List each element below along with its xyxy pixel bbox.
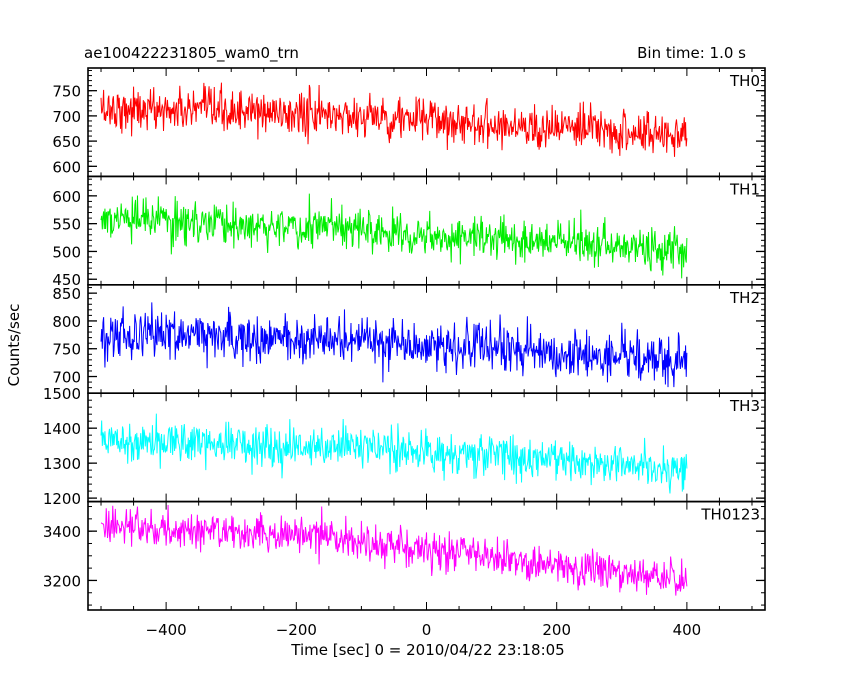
- series-line-th0: [100, 82, 688, 157]
- y-tick-label: 600: [52, 158, 81, 176]
- y-tick-label: 1200: [43, 490, 81, 508]
- bin-time-label: Bin time: 1.0 s: [637, 44, 746, 62]
- y-tick-label: 600: [52, 188, 81, 206]
- panel-label: TH0: [729, 72, 760, 90]
- y-tick-label: 1500: [43, 385, 81, 403]
- series-line-th2: [100, 302, 688, 388]
- y-tick-label: 800: [52, 313, 81, 331]
- y-tick-label: 550: [52, 216, 81, 234]
- panel-label: TH1: [729, 180, 760, 198]
- x-axis-label: Time [sec] 0 = 2010/04/22 23:18:05: [290, 641, 564, 659]
- y-tick-label: 3400: [43, 523, 81, 541]
- series-line-th1: [100, 193, 688, 279]
- y-tick-label: 500: [52, 243, 81, 261]
- panel-frame: [87, 500, 766, 611]
- y-axis-label: Counts/sec: [5, 304, 23, 387]
- x-tick-label: 200: [542, 621, 571, 639]
- series-line-th0123: [100, 504, 688, 596]
- panel-label: TH2: [729, 289, 760, 307]
- y-tick-label: 750: [52, 341, 81, 359]
- y-tick-label: 3200: [43, 572, 81, 590]
- y-tick-label: 450: [52, 271, 81, 289]
- panel-th0: 600 650 700 750 TH0: [52, 67, 766, 178]
- panel-th3: 1200 1300 1400 1500 TH3: [43, 385, 766, 508]
- x-tick-label: −200: [276, 621, 317, 639]
- y-tick-label: 750: [52, 83, 81, 101]
- panel-th1: 450 500 550 600 TH1: [52, 175, 766, 289]
- y-tick-label: 1400: [43, 420, 81, 438]
- x-tick-label: −400: [146, 621, 187, 639]
- panel-label: TH3: [729, 397, 760, 415]
- series-line-th3: [100, 413, 688, 494]
- panel-th0123: 3200 3400 TH0123: [43, 500, 766, 611]
- x-tick-label: 400: [673, 621, 702, 639]
- panel-th2: 700 750 800 850 TH2: [52, 283, 766, 394]
- y-tick-label: 850: [52, 285, 81, 303]
- y-tick-label: 700: [52, 108, 81, 126]
- panel-label: TH0123: [700, 506, 760, 524]
- chart-title: ae100422231805_wam0_trn: [84, 44, 299, 62]
- panels-layer: 600 650 700 750 TH0 450 500 550 600 TH1 700 750 800 8…: [43, 67, 766, 611]
- y-tick-label: 650: [52, 133, 81, 151]
- y-tick-label: 1300: [43, 455, 81, 473]
- y-tick-label: 700: [52, 369, 81, 387]
- x-tick-label: 0: [422, 621, 432, 639]
